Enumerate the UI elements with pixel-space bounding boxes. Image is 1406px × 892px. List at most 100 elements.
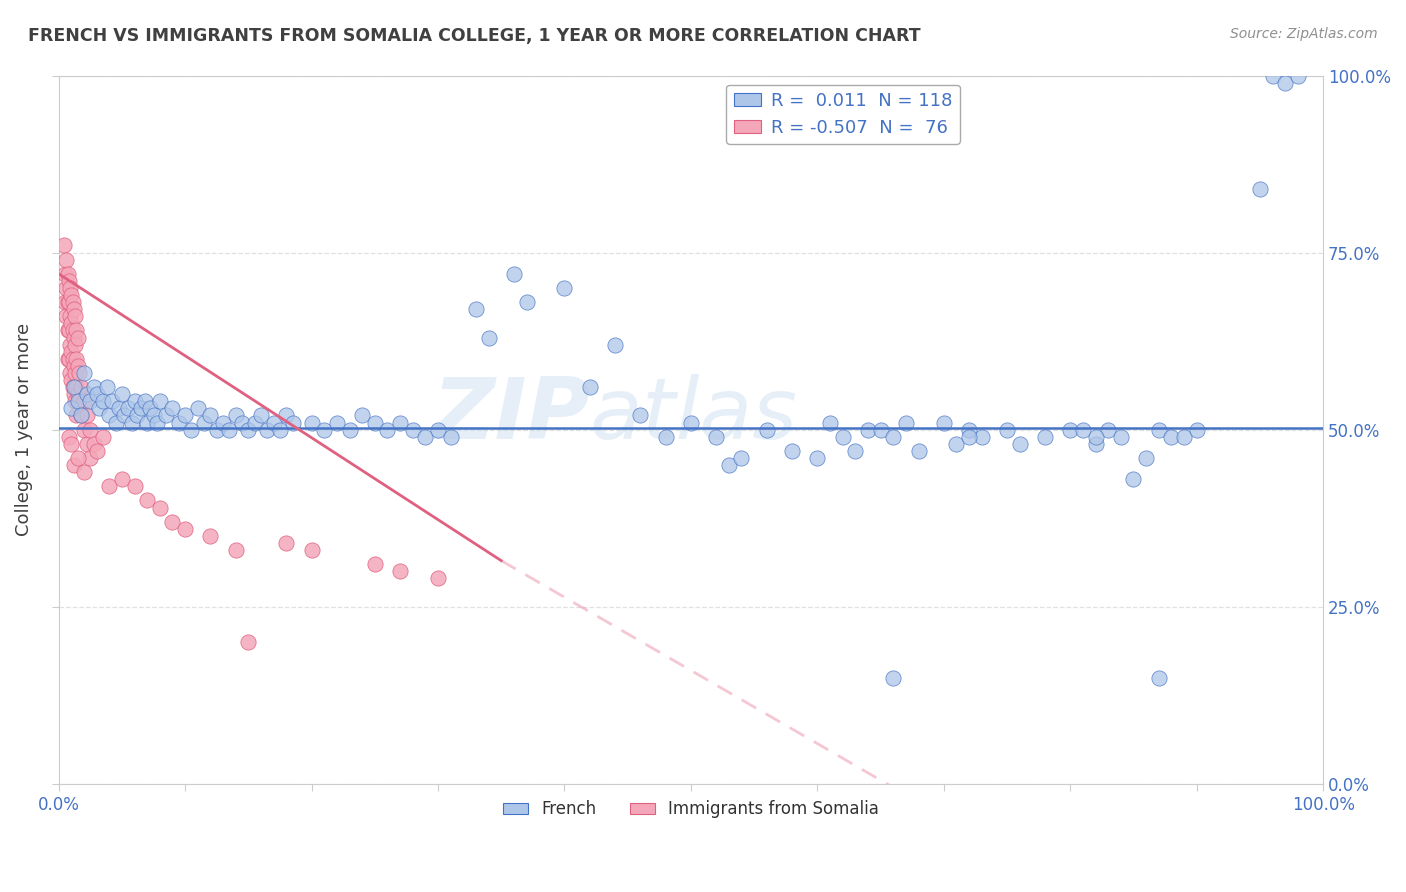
Point xyxy=(60,373,83,387)
Point xyxy=(679,416,702,430)
Point xyxy=(256,423,278,437)
Point xyxy=(238,423,260,437)
Point xyxy=(124,394,146,409)
Point xyxy=(62,380,84,394)
Text: Source: ZipAtlas.com: Source: ZipAtlas.com xyxy=(1230,27,1378,41)
Point xyxy=(389,564,412,578)
Point xyxy=(1160,430,1182,444)
Point xyxy=(60,317,83,331)
Legend: French, Immigrants from Somalia: French, Immigrants from Somalia xyxy=(496,794,886,825)
Point xyxy=(831,430,853,444)
Point xyxy=(717,458,740,472)
Point xyxy=(136,416,159,430)
Point xyxy=(146,416,169,430)
Point xyxy=(89,401,111,416)
Point xyxy=(67,366,90,380)
Point xyxy=(856,423,879,437)
Point xyxy=(63,458,86,472)
Point xyxy=(79,450,101,465)
Point xyxy=(86,443,108,458)
Point xyxy=(225,409,247,423)
Point xyxy=(83,380,105,394)
Point xyxy=(1173,430,1195,444)
Point xyxy=(124,479,146,493)
Point xyxy=(127,409,149,423)
Point xyxy=(58,295,80,310)
Point xyxy=(111,387,134,401)
Point xyxy=(1071,423,1094,437)
Point xyxy=(104,416,127,430)
Point xyxy=(56,323,79,337)
Point xyxy=(63,337,86,351)
Point xyxy=(212,416,235,430)
Point xyxy=(66,330,89,344)
Point xyxy=(60,344,83,359)
Point xyxy=(59,310,82,324)
Point xyxy=(65,409,87,423)
Point xyxy=(1185,423,1208,437)
Point xyxy=(427,571,450,585)
Point xyxy=(70,380,93,394)
Point xyxy=(53,295,76,310)
Text: atlas: atlas xyxy=(589,374,797,457)
Point xyxy=(117,401,139,416)
Point xyxy=(869,423,891,437)
Point xyxy=(66,450,89,465)
Point xyxy=(114,409,136,423)
Point xyxy=(1122,472,1144,486)
Point xyxy=(243,416,266,430)
Point xyxy=(276,536,298,550)
Point xyxy=(326,416,349,430)
Point xyxy=(66,359,89,373)
Point xyxy=(314,423,336,437)
Point xyxy=(91,394,114,409)
Point xyxy=(427,423,450,437)
Point xyxy=(62,351,84,366)
Point xyxy=(59,337,82,351)
Point xyxy=(55,310,77,324)
Point xyxy=(301,543,323,558)
Point xyxy=(70,409,93,423)
Point xyxy=(98,409,121,423)
Point xyxy=(1059,423,1081,437)
Point xyxy=(238,635,260,649)
Point xyxy=(263,416,285,430)
Point xyxy=(70,409,93,423)
Point xyxy=(578,380,600,394)
Point xyxy=(553,281,575,295)
Point xyxy=(58,351,80,366)
Point xyxy=(894,416,917,430)
Point xyxy=(174,409,197,423)
Point xyxy=(603,337,626,351)
Point xyxy=(58,323,80,337)
Point xyxy=(162,515,184,529)
Point xyxy=(52,238,75,252)
Point xyxy=(339,423,361,437)
Point xyxy=(138,401,160,416)
Point xyxy=(66,387,89,401)
Point xyxy=(1147,423,1170,437)
Point xyxy=(149,394,172,409)
Point xyxy=(1286,69,1309,83)
Point xyxy=(63,330,86,344)
Point xyxy=(73,366,96,380)
Point xyxy=(60,437,83,451)
Point xyxy=(73,394,96,409)
Point xyxy=(56,351,79,366)
Point xyxy=(200,409,222,423)
Point xyxy=(1135,450,1157,465)
Point xyxy=(56,295,79,310)
Point xyxy=(187,401,209,416)
Point xyxy=(62,295,84,310)
Point xyxy=(86,387,108,401)
Point xyxy=(121,416,143,430)
Point xyxy=(957,430,980,444)
Point xyxy=(65,323,87,337)
Point xyxy=(907,443,929,458)
Point xyxy=(654,430,676,444)
Point xyxy=(503,267,526,281)
Point xyxy=(806,450,828,465)
Point xyxy=(155,409,177,423)
Point xyxy=(932,416,955,430)
Point xyxy=(465,302,488,317)
